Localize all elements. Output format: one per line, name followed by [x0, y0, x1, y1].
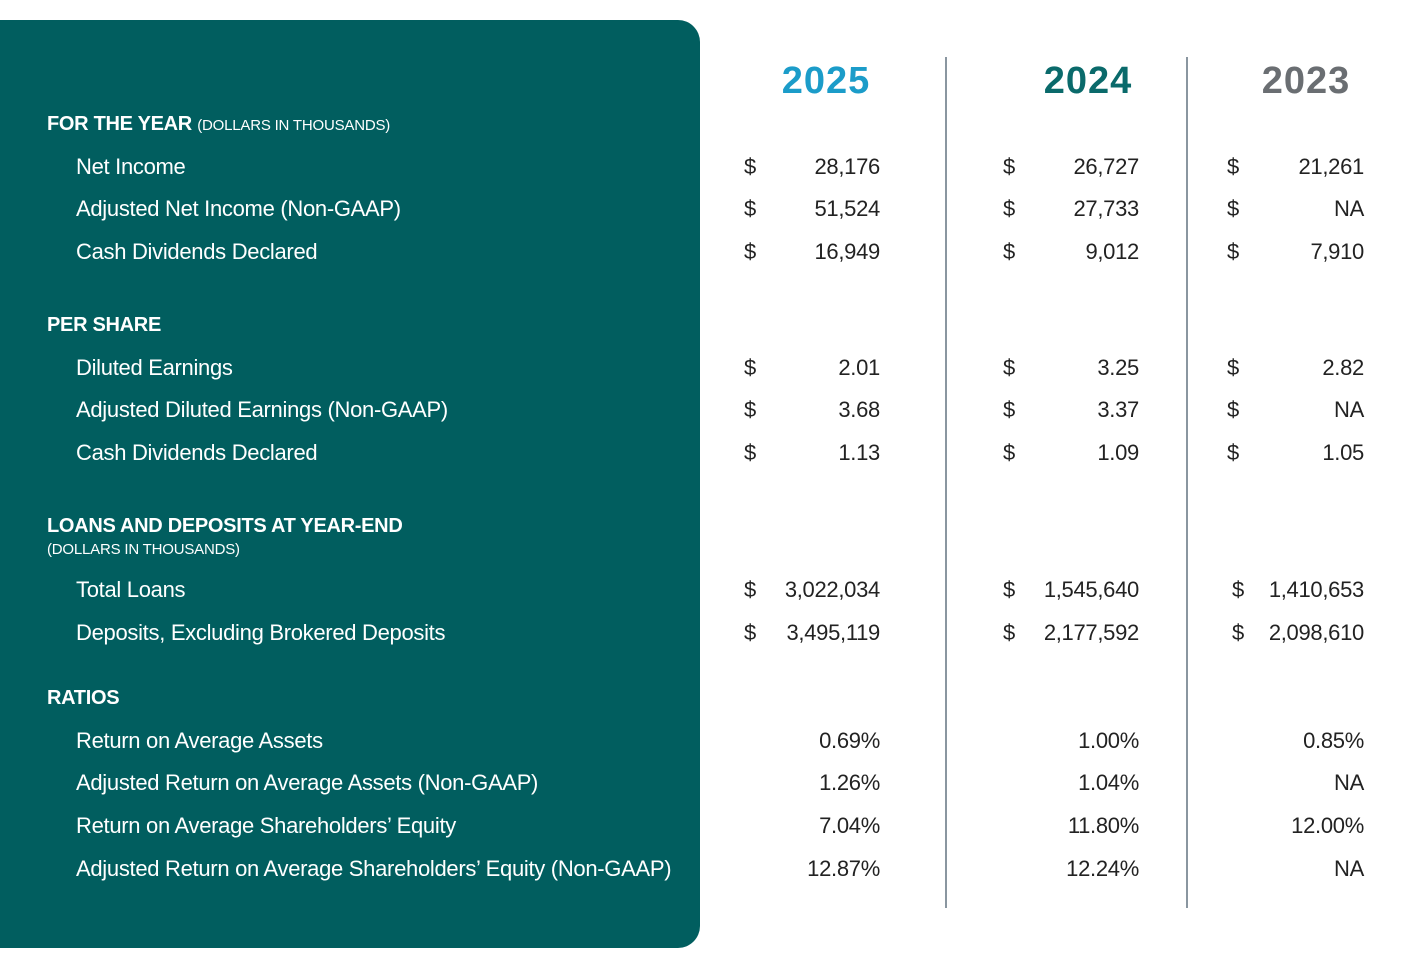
currency-symbol: $ — [1003, 397, 1016, 422]
currency-symbol: $ — [744, 577, 757, 602]
value-cell: 2.01 — [838, 355, 880, 380]
value-cell: NA — [1334, 196, 1364, 221]
column-divider — [945, 57, 947, 908]
currency-symbol: $ — [744, 620, 757, 645]
currency-symbol: $ — [1003, 239, 1016, 264]
value-cell: 28,176 — [814, 154, 881, 179]
value-cell: 1.05 — [1322, 440, 1364, 465]
section-note: (DOLLARS IN THOUSANDS) — [47, 541, 240, 558]
section-for-the-year: FOR THE YEAR (DOLLARS IN THOUSANDS) — [47, 113, 390, 136]
currency-symbol: $ — [1227, 355, 1240, 380]
currency-symbol: $ — [1227, 440, 1240, 465]
value-cell: 7.04% — [819, 813, 880, 838]
value-cell: 3.25 — [1097, 355, 1139, 380]
section-per-share: PER SHARE — [47, 314, 161, 337]
currency-symbol: $ — [1232, 620, 1245, 645]
value-cell: 1.09 — [1097, 440, 1139, 465]
value-cell: 1,410,653 — [1268, 577, 1364, 602]
value-cell: 7,910 — [1310, 239, 1364, 264]
value-cell: 3.37 — [1097, 397, 1139, 422]
value-cell: 2.82 — [1322, 355, 1364, 380]
currency-symbol: $ — [1232, 577, 1245, 602]
row-label: Adjusted Diluted Earnings (Non-GAAP) — [76, 397, 448, 422]
value-cell: 1.04% — [1078, 770, 1139, 795]
currency-symbol: $ — [1227, 239, 1240, 264]
section-note: (DOLLARS IN THOUSANDS) — [197, 117, 391, 134]
section-title: FOR THE YEAR — [47, 113, 192, 135]
value-cell: 1.13 — [838, 440, 880, 465]
value-cell: NA — [1334, 397, 1364, 422]
year-header-2023: 2023 — [1261, 60, 1351, 102]
value-cell: 27,733 — [1073, 196, 1140, 221]
currency-symbol: $ — [1227, 154, 1240, 179]
row-label: Deposits, Excluding Brokered Deposits — [76, 620, 446, 645]
section-title: RATIOS — [47, 687, 120, 709]
column-divider — [1186, 57, 1188, 908]
section-title: LOANS AND DEPOSITS AT YEAR-END — [47, 515, 403, 537]
section-ratios: RATIOS — [47, 687, 120, 710]
currency-symbol: $ — [1003, 577, 1016, 602]
labels-panel — [0, 20, 700, 948]
currency-symbol: $ — [1227, 397, 1240, 422]
value-cell: 16,949 — [814, 239, 881, 264]
value-cell: 9,012 — [1085, 239, 1139, 264]
value-cell: 1.26% — [819, 770, 880, 795]
currency-symbol: $ — [744, 196, 757, 221]
currency-symbol: $ — [1003, 196, 1016, 221]
value-cell: 0.85% — [1303, 728, 1364, 753]
row-label: Cash Dividends Declared — [76, 239, 318, 264]
section-loans-deposits: LOANS AND DEPOSITS AT YEAR-END — [47, 515, 403, 538]
value-cell: 12.87% — [807, 856, 880, 881]
currency-symbol: $ — [1003, 620, 1016, 645]
value-cell: 21,261 — [1298, 154, 1365, 179]
value-cell: NA — [1334, 770, 1364, 795]
value-cell: 11.80% — [1067, 813, 1139, 838]
value-cell: 3.68 — [838, 397, 880, 422]
currency-symbol: $ — [1003, 355, 1016, 380]
value-cell: 51,524 — [814, 196, 881, 221]
row-label: Return on Average Assets — [76, 728, 323, 753]
value-cell: 12.00% — [1291, 813, 1364, 838]
value-cell: 2,177,592 — [1043, 620, 1139, 645]
value-cell: 12.24% — [1066, 856, 1139, 881]
row-label: Diluted Earnings — [76, 355, 233, 380]
section-title: PER SHARE — [47, 314, 161, 336]
value-cell: 1,545,640 — [1043, 577, 1139, 602]
currency-symbol: $ — [744, 239, 757, 264]
row-label: Return on Average Shareholders’ Equity — [76, 813, 456, 838]
row-label: Adjusted Return on Average Assets (Non-G… — [76, 770, 539, 795]
year-header-2025: 2025 — [781, 60, 871, 102]
value-cell: 3,022,034 — [784, 577, 880, 602]
row-label: Adjusted Net Income (Non-GAAP) — [76, 196, 401, 221]
year-header-2024: 2024 — [1043, 60, 1133, 102]
currency-symbol: $ — [744, 440, 757, 465]
value-cell: 0.69% — [819, 728, 880, 753]
value-cell: 3,495,119 — [786, 620, 880, 645]
currency-symbol: $ — [1227, 196, 1240, 221]
value-cell: 26,727 — [1073, 154, 1140, 179]
row-label: Net Income — [76, 154, 186, 179]
currency-symbol: $ — [1003, 154, 1016, 179]
value-cell: 1.00% — [1078, 728, 1139, 753]
value-cell: NA — [1334, 856, 1364, 881]
row-label: Total Loans — [76, 577, 186, 602]
currency-symbol: $ — [744, 397, 757, 422]
row-label: Adjusted Return on Average Shareholders’… — [76, 856, 672, 881]
row-label: Cash Dividends Declared — [76, 440, 318, 465]
currency-symbol: $ — [1003, 440, 1016, 465]
value-cell: 2,098,610 — [1268, 620, 1364, 645]
currency-symbol: $ — [744, 154, 757, 179]
currency-symbol: $ — [744, 355, 757, 380]
